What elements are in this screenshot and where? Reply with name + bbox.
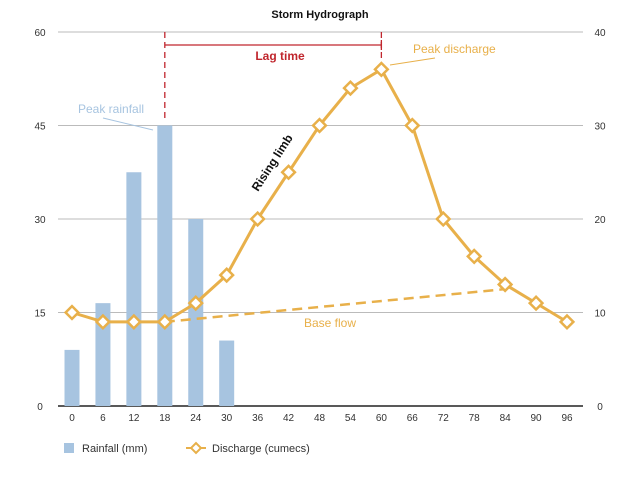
y-left-tick-label: 15	[34, 309, 46, 320]
peak-discharge-leader	[389, 57, 436, 66]
rainfall-bar	[64, 349, 80, 406]
y-left-tick-label: 30	[34, 215, 46, 226]
discharge-point	[527, 295, 545, 312]
y-right-tick-label: 10	[594, 309, 606, 320]
rainfall-bar	[95, 303, 111, 406]
discharge-point	[496, 276, 514, 293]
chart-title: Storm Hydrograph	[271, 9, 368, 21]
discharge-point	[249, 210, 266, 228]
discharge-point	[94, 313, 112, 330]
y-right-tick-label: 30	[594, 122, 606, 133]
discharge-point	[435, 210, 452, 228]
rainfall-bar	[126, 172, 142, 406]
rainfall-bar	[219, 340, 235, 406]
x-tick-label: 84	[500, 413, 512, 424]
y-left-tick-label: 60	[34, 28, 46, 39]
discharge-point	[373, 61, 390, 78]
discharge-point	[63, 304, 81, 321]
annotation-rising-limb: Rising limb	[249, 132, 296, 194]
peak-rainfall-leader	[102, 117, 154, 131]
x-tick-label: 24	[190, 413, 202, 424]
annotation-base-flow: Base flow	[304, 316, 356, 330]
legend: Rainfall (mm) Discharge (cumecs)	[64, 441, 310, 455]
y-right-tick-label: 20	[594, 215, 606, 226]
x-tick-label: 6	[100, 413, 106, 424]
x-tick-label: 30	[221, 413, 233, 424]
legend-discharge-marker	[189, 441, 203, 455]
x-tick-label: 96	[561, 413, 573, 424]
y-right-tick-label: 40	[594, 28, 606, 39]
annotation-peak-rainfall: Peak rainfall	[78, 102, 144, 116]
discharge-point	[404, 117, 421, 134]
y-left-tick-label: 0	[37, 402, 43, 413]
discharge-line	[71, 67, 568, 324]
discharge-point	[187, 295, 204, 312]
discharge-point	[558, 313, 576, 330]
discharge-point	[125, 313, 143, 330]
x-tick-label: 54	[345, 413, 357, 424]
discharge-point	[311, 117, 328, 134]
x-tick-label: 0	[69, 413, 75, 424]
x-tick-label: 48	[314, 413, 326, 424]
discharge-point	[466, 248, 483, 265]
x-tick-label: 18	[159, 413, 171, 424]
rainfall-bar	[157, 125, 173, 406]
y-left-tick-label: 45	[34, 122, 46, 133]
discharge-point	[342, 79, 359, 97]
annotation-peak-discharge: Peak discharge	[413, 42, 496, 56]
legend-rainfall-swatch	[64, 443, 74, 453]
legend-rainfall-label: Rainfall (mm)	[82, 443, 147, 455]
x-tick-label: 36	[252, 413, 264, 424]
base-flow-line	[164, 287, 506, 324]
x-tick-label: 42	[283, 413, 295, 424]
x-tick-label: 12	[128, 413, 140, 424]
x-tick-label: 72	[438, 413, 450, 424]
rainfall-bar	[188, 219, 204, 406]
y-right-tick-label: 0	[597, 402, 603, 413]
x-tick-label: 60	[376, 413, 388, 424]
x-tick-label: 90	[531, 413, 543, 424]
discharge-point	[280, 164, 297, 181]
x-tick-label: 78	[469, 413, 481, 424]
x-tick-label: 66	[407, 413, 419, 424]
discharge-point	[156, 313, 173, 330]
discharge-point	[218, 266, 235, 284]
annotation-lag-time: Lag time	[255, 49, 305, 63]
legend-discharge-label: Discharge (cumecs)	[212, 443, 310, 455]
